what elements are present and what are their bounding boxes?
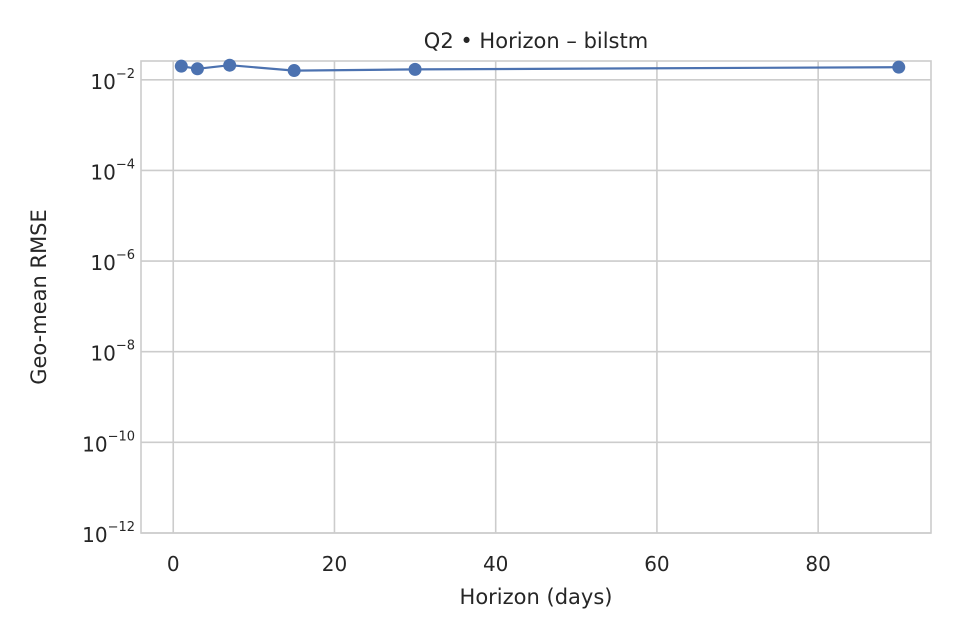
x-axis-ticks: 0 20 40 60 80 — [167, 552, 831, 576]
y-tick-base: 10 — [82, 432, 107, 456]
y-tick-label: 10−4 — [90, 157, 135, 184]
data-point — [223, 58, 237, 72]
grid — [141, 61, 931, 534]
y-tick-exponent: −12 — [108, 520, 135, 535]
y-tick-exponent: −8 — [116, 339, 135, 354]
data-point — [174, 59, 188, 73]
y-tick-base: 10 — [90, 160, 115, 184]
y-axis-title: Geo-mean RMSE — [27, 209, 51, 385]
y-tick-exponent: −4 — [116, 157, 135, 172]
x-axis-title: Horizon (days) — [460, 585, 613, 609]
y-tick-label: 10−6 — [90, 248, 135, 275]
y-tick-exponent: −2 — [116, 67, 135, 82]
data-point — [190, 62, 204, 76]
y-tick-label: 10−12 — [82, 520, 135, 547]
y-tick-base: 10 — [90, 70, 115, 94]
data-point — [287, 64, 301, 78]
x-tick-label: 0 — [167, 552, 180, 576]
chart-title: Q2 • Horizon – bilstm — [424, 29, 648, 53]
y-tick-base: 10 — [90, 251, 115, 275]
x-tick-label: 60 — [644, 552, 669, 576]
y-tick-base: 10 — [90, 342, 115, 366]
data-point — [408, 62, 422, 76]
y-tick-exponent: −10 — [108, 429, 135, 444]
y-tick-label: 10−8 — [90, 339, 135, 366]
x-tick-label: 80 — [805, 552, 830, 576]
y-tick-label: 10−2 — [90, 67, 135, 94]
y-tick-base: 10 — [82, 523, 107, 547]
x-tick-label: 40 — [483, 552, 508, 576]
y-tick-exponent: −6 — [116, 248, 135, 263]
y-tick-label: 10−10 — [82, 429, 135, 456]
data-point — [892, 60, 906, 74]
x-tick-label: 20 — [322, 552, 347, 576]
series — [174, 58, 906, 78]
plot-frame — [140, 60, 932, 534]
